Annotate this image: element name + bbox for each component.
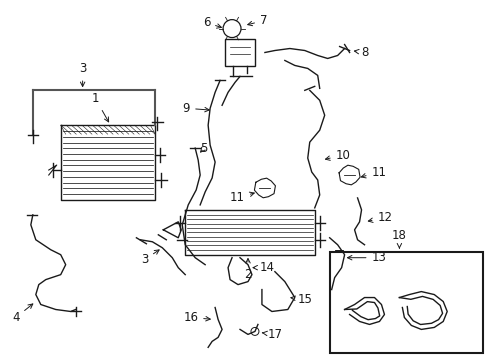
Text: 18: 18 bbox=[391, 229, 406, 248]
Text: 12: 12 bbox=[367, 211, 392, 224]
Text: 2: 2 bbox=[244, 258, 251, 281]
FancyBboxPatch shape bbox=[329, 252, 482, 353]
Text: 5: 5 bbox=[200, 141, 207, 155]
Text: 1: 1 bbox=[92, 92, 108, 122]
Text: 13: 13 bbox=[347, 251, 386, 264]
Text: 6: 6 bbox=[202, 16, 221, 29]
Text: 4: 4 bbox=[12, 304, 33, 324]
Text: 10: 10 bbox=[325, 149, 350, 162]
Text: 3: 3 bbox=[79, 62, 86, 86]
Text: 15: 15 bbox=[290, 293, 312, 306]
Text: 7: 7 bbox=[247, 14, 267, 27]
Text: 11: 11 bbox=[229, 192, 254, 204]
Text: 17: 17 bbox=[262, 328, 283, 341]
Text: 3: 3 bbox=[141, 250, 159, 266]
Text: 8: 8 bbox=[354, 46, 368, 59]
Text: 11: 11 bbox=[361, 166, 386, 179]
FancyBboxPatch shape bbox=[334, 250, 342, 258]
Text: 16: 16 bbox=[183, 311, 210, 324]
FancyBboxPatch shape bbox=[224, 39, 254, 67]
Text: 9: 9 bbox=[183, 102, 209, 115]
Text: 14: 14 bbox=[253, 261, 274, 274]
